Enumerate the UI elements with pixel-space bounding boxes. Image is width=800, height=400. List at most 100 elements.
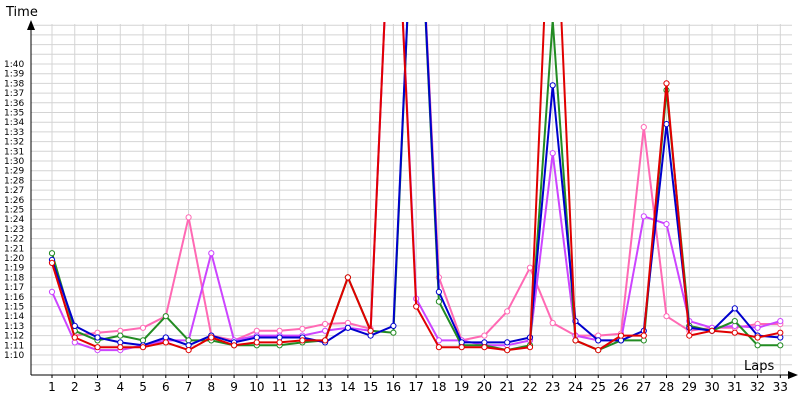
data-point: [640, 213, 647, 220]
x-tick-label: 7: [185, 380, 193, 394]
x-tick-label: 9: [230, 380, 238, 394]
x-tick-label: 18: [431, 380, 446, 394]
x-tick-label: 8: [207, 380, 215, 394]
y-tick-label: 1:14: [4, 312, 24, 322]
data-point: [139, 344, 147, 351]
x-tick-label: 11: [272, 380, 287, 394]
x-tick-label: 26: [613, 380, 628, 394]
data-point: [708, 327, 716, 334]
x-tick-label: 12: [295, 380, 310, 394]
y-axis-label: Time: [5, 5, 38, 20]
data-point: [322, 320, 329, 328]
y-tick-label: 1:27: [4, 186, 24, 196]
y-tick-label: 1:32: [4, 138, 24, 148]
y-tick-label: 1:31: [4, 147, 24, 157]
y-tick-label: 1:35: [4, 109, 24, 119]
data-point: [595, 337, 602, 344]
data-point: [549, 150, 556, 157]
data-point: [526, 264, 534, 271]
data-point: [276, 339, 283, 346]
y-tick-label: 1:24: [4, 215, 24, 225]
y-tick-label: 1:29: [4, 167, 24, 177]
y-tick-label: 1:15: [4, 303, 24, 313]
data-point: [94, 334, 101, 341]
data-point: [504, 308, 511, 315]
data-point: [526, 344, 534, 351]
y-tick-label: 1:16: [4, 293, 24, 303]
y-tick-label: 1:13: [4, 322, 24, 332]
series-line: [51, 22, 781, 342]
x-tick-label: 3: [94, 380, 102, 394]
data-point: [777, 342, 784, 349]
y-tick-label: 1:26: [4, 196, 24, 206]
data-point: [299, 337, 306, 344]
x-tick-labels: 1 2 3 4 5 6 7 8 9 10 11 12 13 14 15 16 17 18 19 20 21 22 23 24 2…: [48, 375, 788, 394]
y-tick-label: 1:30: [4, 157, 24, 167]
series-5: [48, 22, 784, 354]
data-point: [390, 329, 397, 336]
data-point: [663, 221, 670, 228]
x-tick-label: 28: [659, 380, 674, 394]
data-point: [640, 332, 647, 339]
x-tick-label: 19: [454, 380, 469, 394]
x-tick-label: 21: [500, 380, 515, 394]
x-tick-label: 30: [704, 380, 719, 394]
data-point: [504, 347, 511, 354]
data-point: [253, 339, 260, 346]
x-tick-label: 20: [477, 380, 492, 394]
data-point: [549, 82, 556, 89]
data-point: [777, 318, 784, 325]
x-tick-label: 15: [363, 380, 378, 394]
x-tick-label: 16: [386, 380, 401, 394]
data-point: [572, 337, 579, 344]
data-point: [435, 288, 442, 295]
y-tick-label: 1:40: [4, 60, 24, 70]
x-tick-label: 6: [162, 380, 170, 394]
data-point: [344, 324, 351, 331]
data-point: [754, 334, 761, 341]
y-tick-label: 1:33: [4, 128, 24, 138]
y-tick-labels: 1:101:111:121:131:141:151:161:171:181:19…: [4, 60, 24, 361]
x-tick-label: 23: [545, 380, 560, 394]
data-point: [731, 305, 738, 312]
data-point: [640, 124, 647, 131]
data-point: [231, 342, 238, 349]
data-point: [686, 332, 693, 339]
data-point: [139, 324, 147, 331]
data-point: [435, 337, 442, 344]
x-tick-label: 29: [682, 380, 697, 394]
x-axis-label: Laps: [744, 359, 774, 374]
x-tick-label: 1: [48, 380, 56, 394]
data-point: [413, 303, 420, 310]
data-point: [185, 214, 192, 221]
data-point: [435, 344, 442, 351]
data-point: [344, 274, 351, 281]
data-point: [481, 332, 488, 339]
x-tick-label: 24: [568, 380, 583, 394]
y-tick-label: 1:19: [4, 264, 24, 274]
data-point: [48, 259, 56, 266]
data-point: [367, 327, 374, 334]
y-axis-arrow-icon: [27, 20, 35, 30]
y-tick-label: 1:39: [4, 70, 24, 80]
data-point: [71, 334, 78, 341]
series: [48, 22, 784, 354]
y-tick-label: 1:20: [4, 254, 24, 264]
data-point: [185, 347, 192, 354]
x-tick-label: 13: [317, 380, 332, 394]
data-point: [458, 344, 465, 351]
data-point: [390, 322, 397, 329]
grid: [31, 24, 792, 375]
data-point: [162, 313, 169, 320]
y-tick-label: 1:22: [4, 235, 24, 245]
y-tick-label: 1:37: [4, 89, 24, 99]
axes: Time Laps: [5, 5, 798, 379]
y-tick-label: 1:12: [4, 332, 24, 342]
x-tick-label: 33: [773, 380, 788, 394]
data-point: [595, 347, 602, 354]
data-point: [71, 322, 78, 329]
x-tick-label: 5: [139, 380, 147, 394]
y-tick-label: 1:11: [4, 341, 24, 351]
x-axis-arrow-icon: [788, 371, 798, 379]
